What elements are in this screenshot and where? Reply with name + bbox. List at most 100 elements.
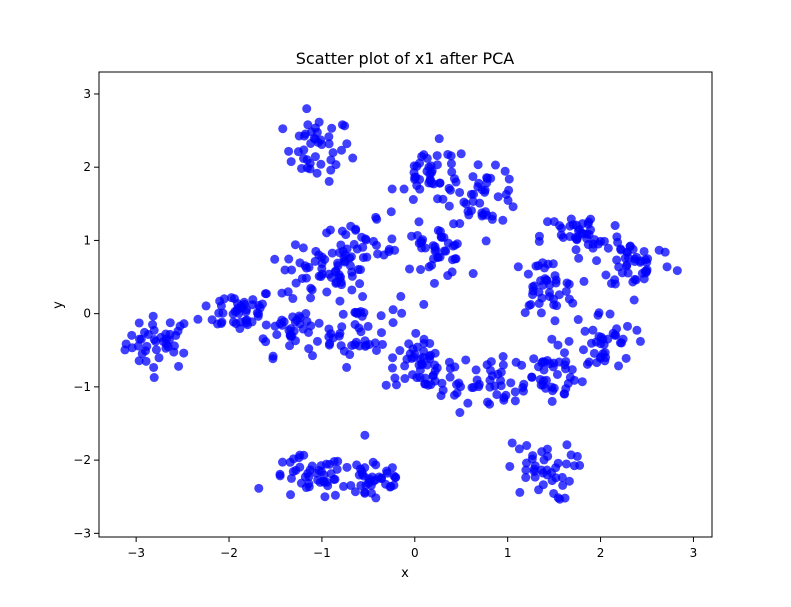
data-point [534, 485, 544, 495]
data-point [216, 301, 226, 311]
data-point [405, 264, 415, 274]
data-point [562, 440, 572, 450]
data-point [288, 294, 298, 304]
data-point [335, 296, 345, 306]
data-point [121, 339, 131, 349]
data-point [487, 214, 497, 224]
data-point [356, 306, 366, 316]
data-point [304, 482, 314, 492]
data-point [326, 165, 336, 175]
data-point [371, 345, 381, 355]
data-point [466, 189, 476, 199]
data-point [365, 476, 375, 486]
data-point [522, 458, 532, 468]
data-point [154, 353, 164, 363]
data-point [498, 360, 508, 370]
data-point [412, 180, 422, 190]
data-point [594, 308, 604, 318]
data-point [441, 246, 451, 256]
data-point [270, 254, 280, 264]
x-tick-label: −3 [127, 546, 145, 560]
data-point [438, 385, 448, 395]
data-point [672, 266, 682, 276]
data-point [419, 299, 429, 309]
data-point [567, 365, 577, 375]
data-point [231, 319, 241, 329]
data-point [427, 178, 437, 188]
x-tick-label: 2 [597, 546, 605, 560]
data-point [557, 223, 567, 233]
data-point [324, 269, 334, 279]
data-point [163, 342, 173, 352]
data-point [409, 352, 419, 362]
data-point [286, 324, 296, 334]
data-point [416, 265, 426, 275]
data-point [605, 309, 615, 319]
data-point [242, 305, 252, 315]
data-point [548, 362, 558, 372]
data-point [612, 255, 622, 265]
data-point [314, 318, 324, 328]
data-point [448, 241, 458, 251]
x-tick-label: −2 [220, 546, 238, 560]
data-point [468, 196, 478, 206]
data-point [455, 219, 465, 229]
data-point [337, 145, 347, 155]
data-point [285, 341, 295, 351]
data-point [504, 174, 514, 184]
data-point [360, 430, 370, 440]
data-point [530, 472, 540, 482]
data-point [376, 328, 386, 338]
data-point [534, 298, 544, 308]
data-point [428, 371, 438, 381]
data-point [317, 269, 327, 279]
data-point [355, 265, 365, 275]
data-point [536, 308, 546, 318]
data-point [530, 461, 540, 471]
data-point [614, 361, 624, 371]
data-point [270, 321, 280, 331]
data-point [471, 365, 481, 375]
data-point [193, 314, 203, 324]
data-point [561, 356, 571, 366]
data-point [490, 381, 500, 391]
x-tick-label: −1 [313, 546, 331, 560]
data-point [350, 487, 360, 497]
data-point [399, 184, 409, 194]
data-point [622, 260, 632, 270]
data-point [485, 399, 495, 409]
data-point [566, 214, 576, 224]
data-point [582, 359, 592, 369]
data-point [387, 363, 397, 373]
data-point [496, 367, 506, 377]
data-point [352, 244, 362, 254]
data-point [492, 390, 502, 400]
data-point [164, 335, 174, 345]
data-point [592, 358, 602, 368]
data-point [388, 353, 398, 363]
data-point [557, 472, 567, 482]
chart-title: Scatter plot of x1 after PCA [296, 49, 515, 68]
data-point [310, 152, 320, 162]
y-tick-label: 3 [83, 87, 91, 101]
data-points [120, 104, 682, 504]
data-point [572, 451, 582, 461]
data-point [466, 206, 476, 216]
data-point [438, 194, 448, 204]
data-point [411, 328, 421, 338]
data-point [289, 454, 299, 464]
data-point [306, 293, 316, 303]
data-point [179, 319, 189, 329]
data-point [542, 355, 552, 365]
data-point [348, 153, 358, 163]
data-point [586, 338, 596, 348]
data-point [493, 192, 503, 202]
data-point [165, 318, 175, 328]
data-point [169, 347, 179, 357]
data-point [284, 146, 294, 156]
data-point [338, 309, 348, 319]
data-point [258, 334, 268, 344]
data-point [503, 195, 513, 205]
